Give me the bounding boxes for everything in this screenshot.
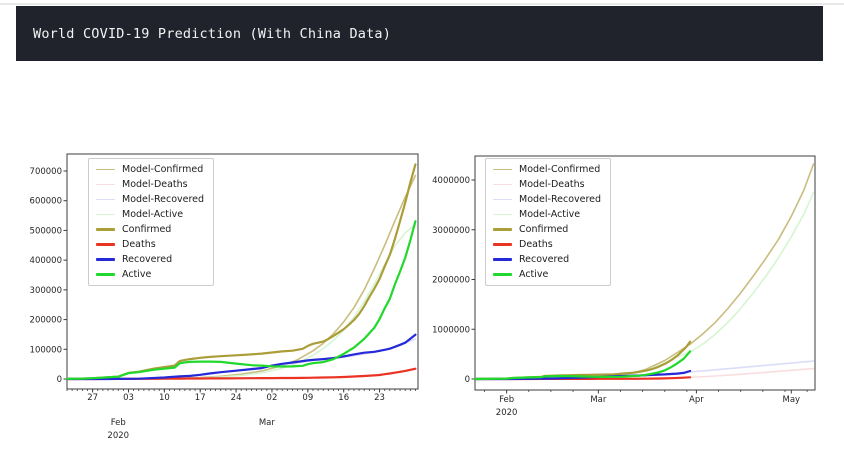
legend-line-swatch bbox=[493, 243, 512, 246]
legend-label: Model-Confirmed bbox=[519, 164, 601, 175]
legend-line-swatch bbox=[96, 258, 115, 261]
legend-item: Model-Deaths bbox=[96, 177, 204, 192]
legend-label: Deaths bbox=[122, 239, 156, 250]
legend-label: Active bbox=[519, 269, 549, 280]
y-tick-label: 0 bbox=[57, 375, 62, 385]
x-tick-label: 16 bbox=[338, 393, 349, 403]
legend-label: Recovered bbox=[122, 254, 173, 265]
legend-label: Recovered bbox=[519, 254, 570, 265]
legend-item: Active bbox=[96, 267, 204, 282]
x-tick-label: 27 bbox=[87, 393, 98, 403]
y-tick-label: 2000000 bbox=[432, 276, 470, 286]
legend-line-swatch bbox=[493, 258, 512, 261]
legend-item: Model-Deaths bbox=[493, 177, 601, 192]
legend-line-swatch bbox=[96, 213, 115, 216]
legend-line-swatch bbox=[493, 228, 512, 231]
legend-line-swatch bbox=[493, 273, 512, 276]
legend-line-swatch bbox=[96, 228, 115, 231]
y-tick-label: 500000 bbox=[30, 226, 62, 236]
legend-item: Model-Recovered bbox=[493, 192, 601, 207]
x-tick-label: Mar bbox=[590, 395, 607, 405]
series-active bbox=[65, 220, 417, 380]
x-tick-label: May bbox=[783, 395, 801, 405]
legend-label: Deaths bbox=[519, 239, 553, 250]
x-tick-label: 03 bbox=[123, 393, 134, 403]
y-tick-label: 200000 bbox=[30, 316, 62, 326]
left-chart-legend: Model-Confirmed Model-Deaths Model-Recover… bbox=[88, 158, 215, 286]
header-bar: World COVID-19 Prediction (With China Da… bbox=[16, 6, 823, 61]
legend-item: Active bbox=[493, 267, 601, 282]
legend-label: Model-Recovered bbox=[519, 194, 602, 205]
y-tick-label: 100000 bbox=[30, 345, 62, 355]
legend-item: Confirmed bbox=[493, 222, 601, 237]
series-active bbox=[473, 350, 692, 381]
series-recovered bbox=[65, 333, 417, 381]
y-tick-label: 0 bbox=[465, 375, 470, 385]
figure-canvas: 0 100000 200000 300000 400000 500000 600000 700… bbox=[0, 66, 844, 441]
legend-label: Model-Recovered bbox=[122, 194, 205, 205]
x-tick-sublabel: 2020 bbox=[496, 408, 518, 418]
legend-line-swatch bbox=[96, 273, 115, 276]
y-tick-label: 4000000 bbox=[432, 176, 470, 186]
legend-item: Model-Confirmed bbox=[493, 162, 601, 177]
legend-label: Active bbox=[122, 269, 152, 280]
series-confirmed bbox=[65, 163, 417, 380]
legend-item: Deaths bbox=[96, 237, 204, 252]
legend-label: Model-Confirmed bbox=[122, 164, 204, 175]
x-tick-label: 24 bbox=[231, 393, 242, 403]
legend-item: Recovered bbox=[96, 252, 204, 267]
legend-line-swatch bbox=[493, 198, 512, 201]
legend-label: Model-Deaths bbox=[122, 179, 188, 190]
x-tick-label: 23 bbox=[374, 393, 385, 403]
month-label: Mar bbox=[259, 418, 276, 428]
x-tick-label: 09 bbox=[302, 393, 313, 403]
series-model-recovered bbox=[66, 338, 417, 380]
x-tick-label: Feb bbox=[499, 395, 514, 405]
legend-label: Confirmed bbox=[519, 224, 569, 235]
x-tick-label: 10 bbox=[159, 393, 170, 403]
legend-line-swatch bbox=[493, 213, 512, 216]
plot-border bbox=[66, 153, 419, 390]
x-tick-label: 17 bbox=[195, 393, 206, 403]
right-chart-legend: Model-Confirmed Model-Deaths Model-Recover… bbox=[485, 158, 612, 286]
plot-border bbox=[474, 155, 816, 391]
y-tick-label: 600000 bbox=[30, 197, 62, 207]
legend-label: Model-Active bbox=[122, 209, 184, 220]
legend-label: Model-Active bbox=[519, 209, 581, 220]
y-tick-label: 700000 bbox=[30, 167, 62, 177]
y-tick-label: 400000 bbox=[30, 256, 62, 266]
month-label: Feb bbox=[111, 418, 126, 428]
legend-label: Model-Deaths bbox=[519, 179, 585, 190]
y-tick-label: 3000000 bbox=[432, 226, 470, 236]
y-tick-label: 1000000 bbox=[432, 325, 470, 335]
legend-item: Deaths bbox=[493, 237, 601, 252]
legend-line-swatch bbox=[96, 168, 115, 171]
top-divider bbox=[0, 3, 844, 5]
legend-label: Confirmed bbox=[122, 224, 172, 235]
legend-line-swatch bbox=[493, 168, 512, 171]
legend-line-swatch bbox=[96, 183, 115, 186]
legend-item: Recovered bbox=[493, 252, 601, 267]
left-chart: 0 100000 200000 300000 400000 500000 600000 700… bbox=[30, 153, 419, 441]
legend-line-swatch bbox=[96, 198, 115, 201]
legend-item: Model-Active bbox=[493, 207, 601, 222]
legend-item: Model-Confirmed bbox=[96, 162, 204, 177]
month-sublabel: 2020 bbox=[107, 431, 129, 441]
x-tick-label: Apr bbox=[689, 395, 704, 405]
legend-item: Confirmed bbox=[96, 222, 204, 237]
legend-line-swatch bbox=[96, 243, 115, 246]
legend-item: Model-Recovered bbox=[96, 192, 204, 207]
y-tick-label: 300000 bbox=[30, 286, 62, 296]
page-title: World COVID-19 Prediction (With China Da… bbox=[33, 25, 392, 42]
x-tick-label: 02 bbox=[267, 393, 278, 403]
legend-line-swatch bbox=[493, 183, 512, 186]
legend-item: Model-Active bbox=[96, 207, 204, 222]
